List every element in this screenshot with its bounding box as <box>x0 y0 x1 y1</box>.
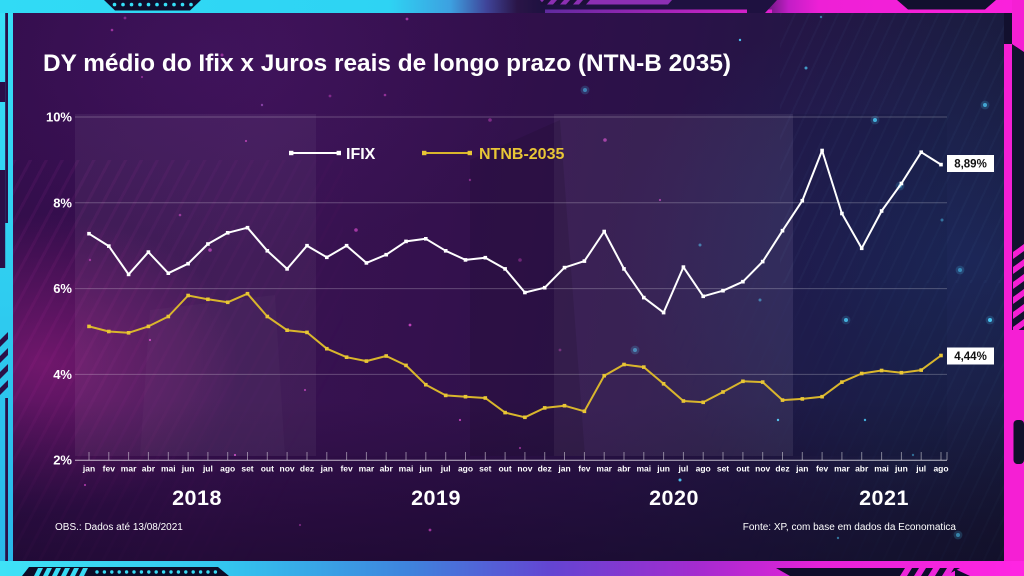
svg-text:jul: jul <box>677 464 688 474</box>
svg-text:jul: jul <box>440 464 451 474</box>
svg-text:mar: mar <box>596 464 612 474</box>
svg-text:jun: jun <box>656 464 670 474</box>
svg-text:nov: nov <box>280 464 295 474</box>
svg-text:jun: jun <box>418 464 432 474</box>
svg-text:2020: 2020 <box>649 486 699 510</box>
svg-text:out: out <box>498 464 511 474</box>
svg-text:mai: mai <box>161 464 176 474</box>
svg-text:2%: 2% <box>53 453 72 468</box>
svg-text:fev: fev <box>103 464 116 474</box>
svg-text:fev: fev <box>816 464 829 474</box>
svg-text:4%: 4% <box>53 367 72 382</box>
svg-text:ago: ago <box>458 464 473 474</box>
svg-text:fev: fev <box>340 464 353 474</box>
svg-text:jun: jun <box>181 464 195 474</box>
svg-text:out: out <box>261 464 274 474</box>
svg-text:dez: dez <box>300 464 314 474</box>
svg-text:6%: 6% <box>53 281 72 296</box>
svg-text:8%: 8% <box>53 195 72 210</box>
svg-text:jul: jul <box>915 464 926 474</box>
svg-text:4,44%: 4,44% <box>954 351 987 363</box>
svg-text:dez: dez <box>538 464 552 474</box>
svg-text:Fonte: XP, com base em dados d: Fonte: XP, com base em dados da Economat… <box>743 522 957 533</box>
svg-text:jan: jan <box>795 464 808 474</box>
svg-text:IFIX: IFIX <box>346 146 376 163</box>
svg-text:set: set <box>241 464 253 474</box>
svg-text:set: set <box>717 464 729 474</box>
svg-text:mar: mar <box>834 464 850 474</box>
svg-text:ago: ago <box>220 464 235 474</box>
svg-text:out: out <box>736 464 749 474</box>
svg-text:jan: jan <box>557 464 570 474</box>
svg-text:set: set <box>479 464 491 474</box>
svg-text:NTNB-2035: NTNB-2035 <box>479 146 564 163</box>
svg-text:2018: 2018 <box>172 486 222 510</box>
svg-text:mar: mar <box>121 464 137 474</box>
svg-text:dez: dez <box>775 464 789 474</box>
svg-text:mai: mai <box>636 464 651 474</box>
svg-text:ago: ago <box>696 464 711 474</box>
svg-text:nov: nov <box>517 464 532 474</box>
svg-text:2019: 2019 <box>411 486 461 510</box>
svg-text:10%: 10% <box>46 110 72 125</box>
svg-text:abr: abr <box>142 464 156 474</box>
svg-text:ago: ago <box>933 464 948 474</box>
svg-text:DY médio do Ifix x Juros reais: DY médio do Ifix x Juros reais de longo … <box>43 50 731 77</box>
svg-text:mai: mai <box>874 464 889 474</box>
svg-text:fev: fev <box>578 464 591 474</box>
svg-text:2021: 2021 <box>859 486 909 510</box>
svg-text:mar: mar <box>359 464 375 474</box>
svg-text:nov: nov <box>755 464 770 474</box>
svg-text:8,89%: 8,89% <box>954 159 987 171</box>
svg-text:abr: abr <box>617 464 631 474</box>
svg-text:abr: abr <box>380 464 394 474</box>
svg-text:jun: jun <box>894 464 908 474</box>
svg-text:abr: abr <box>855 464 869 474</box>
svg-text:jul: jul <box>202 464 213 474</box>
svg-text:mai: mai <box>399 464 414 474</box>
svg-text:jan: jan <box>320 464 333 474</box>
svg-text:jan: jan <box>82 464 95 474</box>
svg-text:OBS.: Dados até 13/08/2021: OBS.: Dados até 13/08/2021 <box>55 522 183 533</box>
